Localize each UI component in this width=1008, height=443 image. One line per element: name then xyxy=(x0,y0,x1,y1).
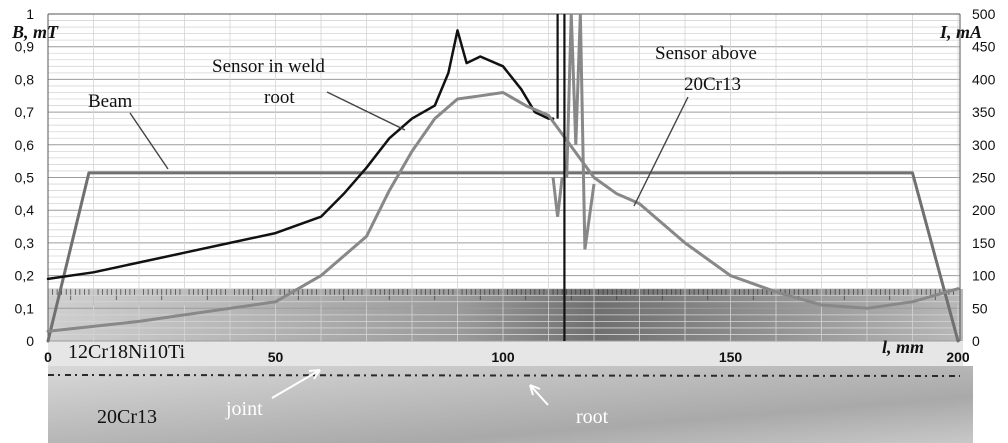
y-left-tick-label: 0,5 xyxy=(15,170,35,186)
joint-arrow xyxy=(271,369,321,399)
y-right-tick-label: 500 xyxy=(972,6,996,22)
annotation-beam: Beam xyxy=(88,91,133,112)
leader-sensor-above xyxy=(633,96,689,207)
leader-sensor-weld xyxy=(326,91,406,131)
y-left-tick-label: 0,4 xyxy=(15,202,35,218)
y-right-tick-label: 350 xyxy=(972,104,996,120)
labels: Beam Sensor in weld root Sensor above 20Cr13 xyxy=(88,43,757,406)
series-line xyxy=(46,91,960,333)
sensor-above-spike xyxy=(565,13,596,250)
root-arrow xyxy=(529,384,549,406)
joint-label: joint xyxy=(226,398,263,420)
y-right-tick-label: 200 xyxy=(972,202,996,218)
y-right-tick-label: 400 xyxy=(972,71,996,87)
y-right-tick-label: 300 xyxy=(972,137,996,153)
y-left-tick-label: 0,7 xyxy=(15,104,35,120)
y-right-tick-label: 0 xyxy=(972,333,980,349)
annotation-sensor-weld: Sensor in weld xyxy=(212,56,325,77)
x-tick-label: 50 xyxy=(268,349,284,365)
y-left-tick-label: 0,3 xyxy=(15,235,35,251)
plate-top-edge xyxy=(48,341,963,366)
root-label: root xyxy=(576,406,609,428)
y-right-tick-label: 50 xyxy=(972,300,988,316)
x-axis-label: l, mm xyxy=(882,337,924,357)
sensor-above-dip xyxy=(551,177,564,217)
x-tick-label: 150 xyxy=(719,349,743,365)
y-left-tick-label: 0,8 xyxy=(15,71,35,87)
y-right-tick-label: 100 xyxy=(972,268,996,284)
grid xyxy=(47,13,960,342)
y-left-tick-label: 1 xyxy=(26,6,34,22)
series-line xyxy=(46,171,960,343)
y-right-tick-label: 450 xyxy=(972,39,996,55)
series-line xyxy=(46,29,555,281)
y-right-axis-label: I, mA xyxy=(939,22,982,42)
material-top-label: 12Cr18Ni10Ti xyxy=(68,341,186,363)
ruler-ticks xyxy=(47,289,959,305)
y-left-tick-label: 0,2 xyxy=(15,268,35,284)
material-bottom-label: 20Cr13 xyxy=(97,406,157,428)
leader-beam xyxy=(129,112,169,170)
annotation-sensor-weld-2: root xyxy=(264,87,295,108)
x-tick-label: 100 xyxy=(491,349,515,365)
y-right-tick-label: 250 xyxy=(972,170,996,186)
x-tick-label: 200 xyxy=(946,349,970,365)
y-left-tick-label: 0,6 xyxy=(15,137,35,153)
y-right-tick-label: 150 xyxy=(972,235,996,251)
annotation-sensor-above-2: 20Cr13 xyxy=(684,74,741,95)
y-left-tick-label: 0,9 xyxy=(15,39,35,55)
annotation-sensor-above: Sensor above xyxy=(655,43,757,64)
y-left-tick-label: 0 xyxy=(26,333,34,349)
plate-photo xyxy=(48,366,973,443)
axes: 0 0,1 0,2 0,3 0,4 0,5 0,6 0,7 0,8 0,9 1 0 50 100 150 20… xyxy=(11,6,996,365)
series xyxy=(46,13,960,343)
y-left-axis-label: B, mT xyxy=(11,22,59,42)
x-tick-label: 0 xyxy=(44,349,52,365)
y-left-tick-label: 0,1 xyxy=(15,300,35,316)
